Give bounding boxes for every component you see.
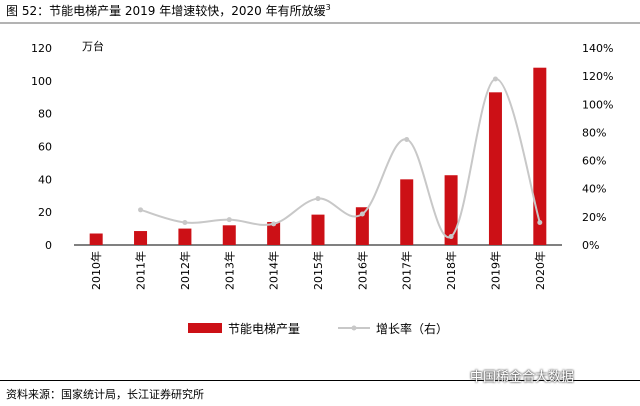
x-tick-label: 2015年 (311, 251, 325, 290)
footer-divider (0, 380, 640, 381)
line-series (138, 76, 543, 240)
chart-title: 图 52：节能电梯产量 2019 年增速较快，2020 年有所放缓3 (6, 2, 331, 19)
x-tick-label: 2020年 (533, 251, 547, 290)
growth-point-2018年 (448, 234, 454, 240)
x-tick-label: 2014年 (267, 251, 281, 290)
y-right-tick-label: 40% (582, 183, 606, 196)
x-tick-label: 2011年 (134, 251, 148, 290)
bar-2019年 (488, 92, 502, 245)
legend-bar-label: 节能电梯产量 (228, 322, 300, 336)
title-divider (0, 22, 640, 24)
legend: 节能电梯产量 增长率（右） (188, 321, 448, 336)
x-tick-label: 2017年 (400, 251, 414, 290)
bar-2012年 (178, 228, 192, 245)
legend-bar-swatch (188, 323, 222, 333)
growth-point-2016年 (359, 211, 365, 217)
x-axis-ticks: 2010年 2011年 2012年 2013年 2014年 2015年 2016年 2017年… (89, 251, 547, 290)
chart-title-text: 图 52：节能电梯产量 2019 年增速较快，2020 年有所放缓 (6, 4, 326, 18)
x-tick-label: 2012年 (178, 251, 192, 290)
y-left-tick-label: 0 (45, 239, 52, 252)
bar-2017年 (400, 179, 414, 245)
chart-axes: 0 20 40 60 80 100 120 0% 20% 40% 60% 80% 100% 120% 140… (31, 42, 613, 252)
bar-2020年 (533, 67, 547, 245)
x-tick-label: 2013年 (222, 251, 236, 290)
y-right-tick-label: 60% (582, 155, 606, 168)
growth-point-2015年 (315, 196, 321, 202)
legend-line-label: 增长率（右） (376, 321, 448, 336)
growth-point-2014年 (271, 221, 277, 227)
watermark: 中国稀金合大数据 (470, 370, 575, 385)
y-right-tick-label: 20% (582, 211, 606, 224)
bar-2013年 (222, 225, 236, 245)
bar-2018年 (444, 175, 458, 245)
y-left-tick-label: 100 (31, 75, 52, 88)
y-right-tick-label: 140% (582, 42, 613, 55)
legend-line-marker (351, 325, 357, 331)
growth-point-2017年 (404, 136, 410, 142)
growth-point-2012年 (182, 219, 188, 225)
y-left-tick-label: 80 (38, 108, 52, 121)
bar-2010年 (89, 233, 103, 245)
y-right-tick-label: 0% (582, 239, 599, 252)
chart-title-footnote: 3 (325, 3, 331, 12)
growth-point-2019年 (492, 76, 498, 82)
x-tick-label: 2010年 (89, 251, 103, 290)
y-left-unit: 万台 (82, 39, 104, 53)
y-left-tick-label: 40 (38, 173, 52, 186)
bar-2014年 (267, 222, 281, 245)
x-tick-label: 2016年 (355, 251, 369, 290)
y-right-tick-label: 80% (582, 126, 606, 139)
y-left-tick-label: 60 (38, 141, 52, 154)
bar-2011年 (134, 231, 148, 245)
growth-point-2020年 (537, 219, 543, 225)
bar-2015年 (311, 214, 325, 245)
y-left-tick-label: 20 (38, 206, 52, 219)
growth-rate-line (140, 77, 541, 239)
growth-point-2013年 (226, 217, 232, 223)
bar-series (89, 67, 547, 245)
y-left-tick-label: 120 (31, 42, 52, 55)
x-tick-label: 2019年 (488, 251, 502, 290)
x-tick-label: 2018年 (444, 251, 458, 290)
source-note: 资料来源：国家统计局，长江证券研究所 (6, 388, 204, 401)
y-right-tick-label: 120% (582, 70, 613, 83)
growth-point-2011年 (138, 207, 144, 213)
y-right-tick-label: 100% (582, 98, 613, 111)
